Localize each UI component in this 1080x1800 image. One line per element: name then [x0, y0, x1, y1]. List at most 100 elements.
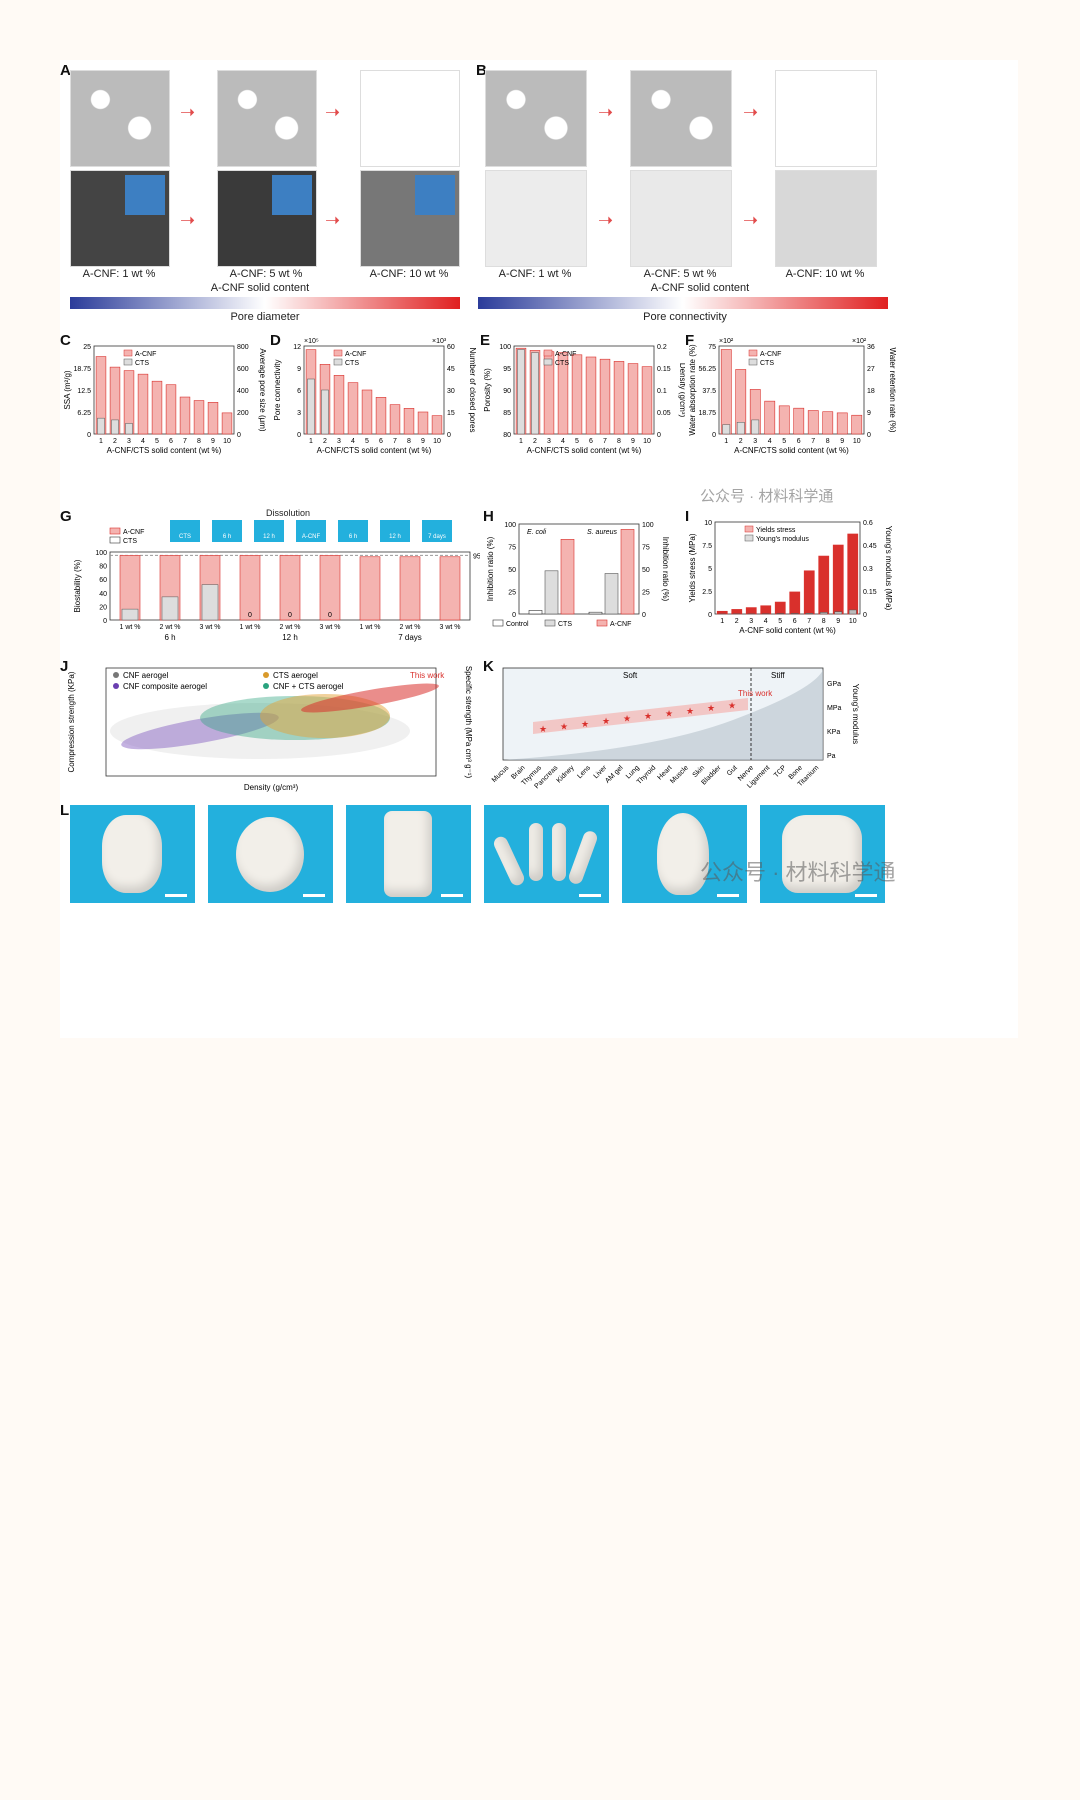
arrow-icon: ➝: [743, 102, 759, 122]
y2-axis-label: Specific strength (MPa cm³ g⁻¹): [464, 666, 473, 779]
bar: [745, 607, 757, 615]
arrow-icon: ➝: [180, 102, 196, 122]
dissolution-label: Dissolution: [266, 508, 311, 518]
legend-marker: [263, 683, 269, 689]
x-tick-label: 1 wt %: [239, 624, 260, 631]
y2-tick-label: 45: [447, 366, 455, 373]
bar: [803, 570, 815, 615]
chart-h: E. coli S. aureus 0 0 25 25 50 50 75 75 100 100 Inhi…: [486, 522, 670, 628]
y-tick-label: 40: [99, 591, 107, 598]
legend-swatch: [123, 358, 133, 366]
bar-secondary: [848, 609, 857, 615]
bar: [375, 397, 387, 435]
dissolution-photo: [254, 520, 284, 542]
x-axis-label: A-CNF/CTS solid content (wt %): [317, 446, 432, 455]
x-axis-label: A-CNF/CTS solid content (wt %): [734, 446, 849, 455]
bar: [528, 610, 543, 615]
bar: [807, 410, 819, 435]
x-tick-label: 10: [223, 438, 231, 445]
arrow-icon: ➝: [598, 102, 614, 122]
sem-image-10wt: [360, 170, 460, 267]
bar: [165, 384, 177, 435]
bar: [778, 405, 790, 435]
bar: [760, 605, 772, 615]
annotation: This work: [410, 671, 445, 680]
category-label: Mucus: [491, 764, 511, 784]
legend-swatch: [333, 358, 343, 366]
bar: [193, 400, 205, 435]
category-label: E. coli: [527, 529, 547, 536]
x-axis-label: Density (g/cm³): [244, 783, 299, 792]
x-tick-label: 6: [797, 438, 801, 445]
star-marker: ★: [539, 724, 547, 734]
axis-label-b: A-CNF solid content: [650, 282, 750, 294]
legend-label: CTS: [760, 360, 774, 367]
bar: [333, 375, 345, 435]
y2-tick-label: 0.15: [863, 589, 877, 596]
bar-secondary: [531, 352, 539, 435]
y-tick-label: 5: [708, 566, 712, 573]
x-tick-label: 2: [739, 438, 743, 445]
bar-secondary: [834, 611, 843, 615]
legend-label: Young's modulus: [756, 536, 809, 543]
x-tick-label: 8: [822, 618, 826, 625]
y-tick-label: 0: [103, 618, 107, 625]
y-tick-label: 10: [704, 520, 712, 527]
bar: [399, 556, 421, 621]
region-ellipse: [301, 683, 439, 713]
y2-tick-label: 15: [447, 410, 455, 417]
x-tick-label: 9: [840, 438, 844, 445]
star-marker: ★: [707, 703, 715, 713]
x-tick-label: 5: [155, 438, 159, 445]
bar: [560, 538, 575, 615]
ct-scan-10wt: [775, 170, 877, 267]
legend-label: CTS: [345, 360, 359, 367]
y-tick-label: 85: [503, 410, 511, 417]
legend-swatch: [492, 619, 504, 627]
legend-label: CTS aerogel: [273, 671, 318, 680]
gradient-label-b: Pore connectivity: [643, 311, 727, 323]
x-axis-label: A-CNF solid content (wt %): [739, 626, 836, 635]
bar: [179, 396, 191, 435]
x-tick-label: 3: [547, 438, 551, 445]
caption-a-10wt: A-CNF: 10 wt %: [369, 268, 449, 280]
legend-marker: [113, 683, 119, 689]
x-tick-label: 10: [849, 618, 857, 625]
legend-label: A-CNF: [610, 621, 631, 628]
caption-b-10wt: A-CNF: 10 wt %: [785, 268, 865, 280]
bar: [279, 555, 301, 621]
y2-tick-label: 0: [867, 432, 871, 439]
dissolution-photo: [170, 520, 200, 542]
y-tick-label: 2.5: [702, 589, 712, 596]
x-tick-label: 6: [589, 438, 593, 445]
y2-axis-label: Inhibition ratio (%): [661, 537, 670, 602]
region-ellipse: [121, 712, 279, 750]
bar: [361, 389, 373, 435]
y2-tick-label: 25: [642, 590, 650, 597]
y-tick-label: 50: [508, 567, 516, 574]
x-tick-label: 6: [793, 618, 797, 625]
x-tick-label: 8: [407, 438, 411, 445]
plot-frame: [714, 521, 861, 615]
legend-label: A-CNF: [123, 529, 144, 536]
x-tick-label: 8: [826, 438, 830, 445]
panel-label-l: L: [60, 802, 70, 819]
ct-scan-1wt: [485, 170, 587, 267]
bar-secondary: [161, 596, 179, 621]
star-marker: ★: [623, 714, 631, 724]
chart-e: 1 2 3 4 5 6 7 8 9 10 80 85 90 95 100 0 0.05 0.1 0.15 0.2 A-C…: [483, 344, 685, 455]
bar: [620, 529, 635, 615]
panel-label-f: F: [685, 332, 695, 349]
x-tick-label: 2 wt %: [399, 624, 420, 631]
y-tick-label: 75: [708, 344, 716, 351]
y2-tick-label: 0: [657, 432, 661, 439]
legend-label: CTS: [135, 360, 149, 367]
x-tick-label: 2: [533, 438, 537, 445]
dissolution-photo: [338, 520, 368, 542]
panel-label-g: G: [60, 508, 72, 525]
x-tick-label: 4: [561, 438, 565, 445]
unit-label: MPa: [827, 705, 842, 712]
y2-axis-label: Number of closed pores: [468, 348, 477, 433]
x-tick-label: 2: [735, 618, 739, 625]
